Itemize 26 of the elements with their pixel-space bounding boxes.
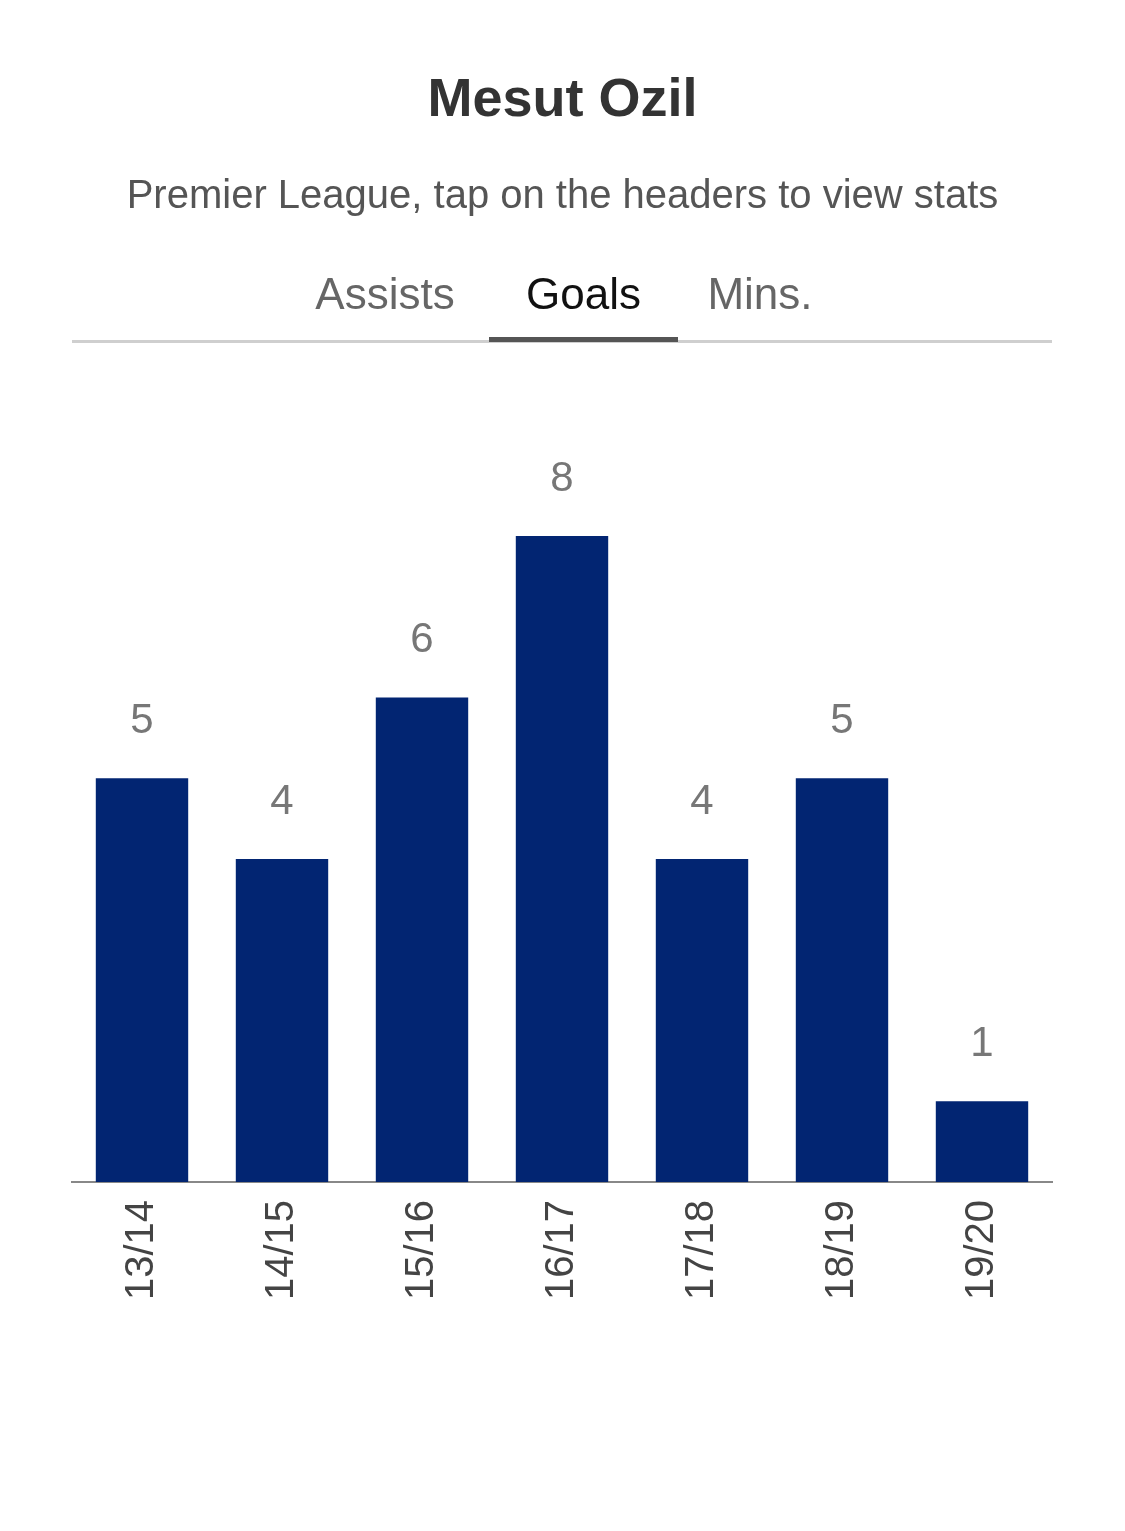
text: Assists: [314, 268, 456, 320]
x-tick-label: 18/19: [817, 1199, 862, 1301]
data-label: 5: [130, 694, 154, 742]
x-tick-label: 13/14: [117, 1199, 162, 1301]
data-label: 8: [550, 452, 574, 500]
bar: [795, 778, 889, 1182]
y-axis-title: Goals: [525, 268, 642, 320]
bar: [935, 1101, 1029, 1182]
text: Mins.: [706, 268, 814, 320]
bar: [655, 858, 749, 1182]
x-tick-label: 16/17: [537, 1199, 582, 1301]
x-tick-label: 14/15: [257, 1199, 302, 1301]
x-tick-label: 19/20: [957, 1199, 1002, 1301]
data-label: 1: [970, 1017, 994, 1065]
bar: [375, 697, 469, 1182]
bar: [95, 778, 189, 1182]
bar: [235, 858, 329, 1182]
x-tick-label: 15/16: [397, 1199, 442, 1301]
data-label: 4: [690, 775, 714, 823]
bar: [515, 536, 609, 1182]
x-tick-label: 17/18: [677, 1199, 722, 1301]
data-label: 5: [830, 694, 854, 742]
chart-subtitle: Premier League, tap on the headers to view stats: [125, 171, 1000, 218]
data-label: 6: [410, 614, 434, 662]
chart-title: Mesut Ozil: [426, 66, 699, 128]
data-label: 4: [270, 775, 294, 823]
